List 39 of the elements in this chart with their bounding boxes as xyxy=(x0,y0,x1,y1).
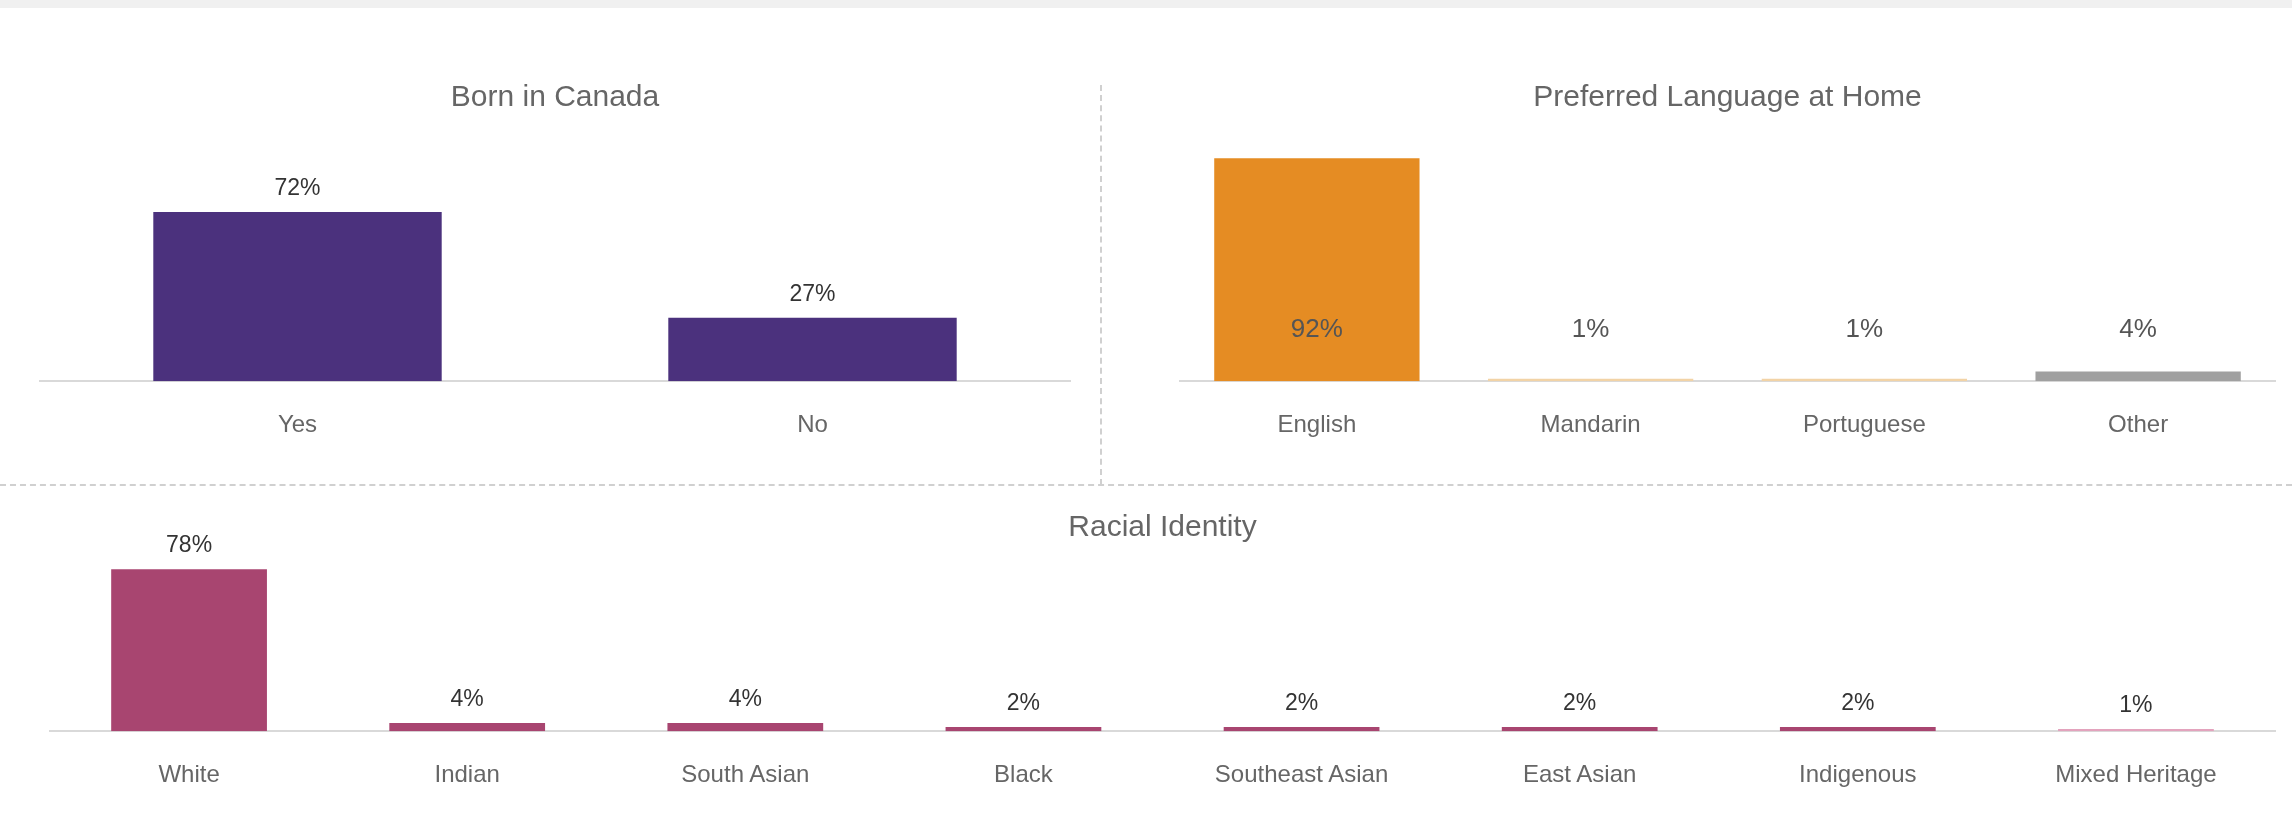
bar xyxy=(667,722,824,732)
x-tick-label: Indigenous xyxy=(1799,760,1917,788)
data-label: 2% xyxy=(1006,688,1041,715)
chart-title: Born in Canada xyxy=(450,79,660,113)
bar xyxy=(1779,727,1936,732)
data-label: 1% xyxy=(2119,690,2153,717)
data-label: 4% xyxy=(450,684,484,711)
bar xyxy=(1501,727,1658,732)
bar xyxy=(389,722,546,732)
data-label: 27% xyxy=(789,279,836,306)
x-tick-label: South Asian xyxy=(681,760,810,788)
chart-title: Racial Identity xyxy=(1068,509,1257,543)
data-label: 4% xyxy=(2119,313,2157,344)
data-label: 2% xyxy=(1284,688,1319,715)
x-tick-label: Portuguese xyxy=(1802,410,1926,438)
x-tick-label: Black xyxy=(994,760,1054,788)
x-tick-label: Other xyxy=(2108,410,2169,438)
x-tick-label: Yes xyxy=(277,410,318,438)
bar xyxy=(945,727,1102,732)
x-tick-label: White xyxy=(158,760,220,788)
data-label: 2% xyxy=(1841,688,1875,715)
data-label: 72% xyxy=(274,173,321,200)
x-tick-label: English xyxy=(1277,410,1357,438)
data-label: 1% xyxy=(1571,313,1610,344)
x-tick-label: Indian xyxy=(434,760,500,788)
data-label: 78% xyxy=(166,531,213,558)
bar xyxy=(2058,729,2214,732)
bar xyxy=(111,569,267,732)
x-tick-label: East Asian xyxy=(1522,760,1637,788)
data-label: 1% xyxy=(1845,313,1884,344)
x-tick-label: Mandarin xyxy=(1540,410,1641,438)
data-label: 2% xyxy=(1563,688,1597,715)
chart-title: Preferred Language at Home xyxy=(1533,79,1922,113)
x-tick-label: Mixed Heritage xyxy=(2055,760,2217,788)
x-tick-label: Southeast Asian xyxy=(1214,760,1389,788)
data-label: 92% xyxy=(1290,313,1343,344)
bar xyxy=(1223,727,1380,732)
data-label: 4% xyxy=(728,684,762,711)
x-tick-label: No xyxy=(797,410,828,438)
